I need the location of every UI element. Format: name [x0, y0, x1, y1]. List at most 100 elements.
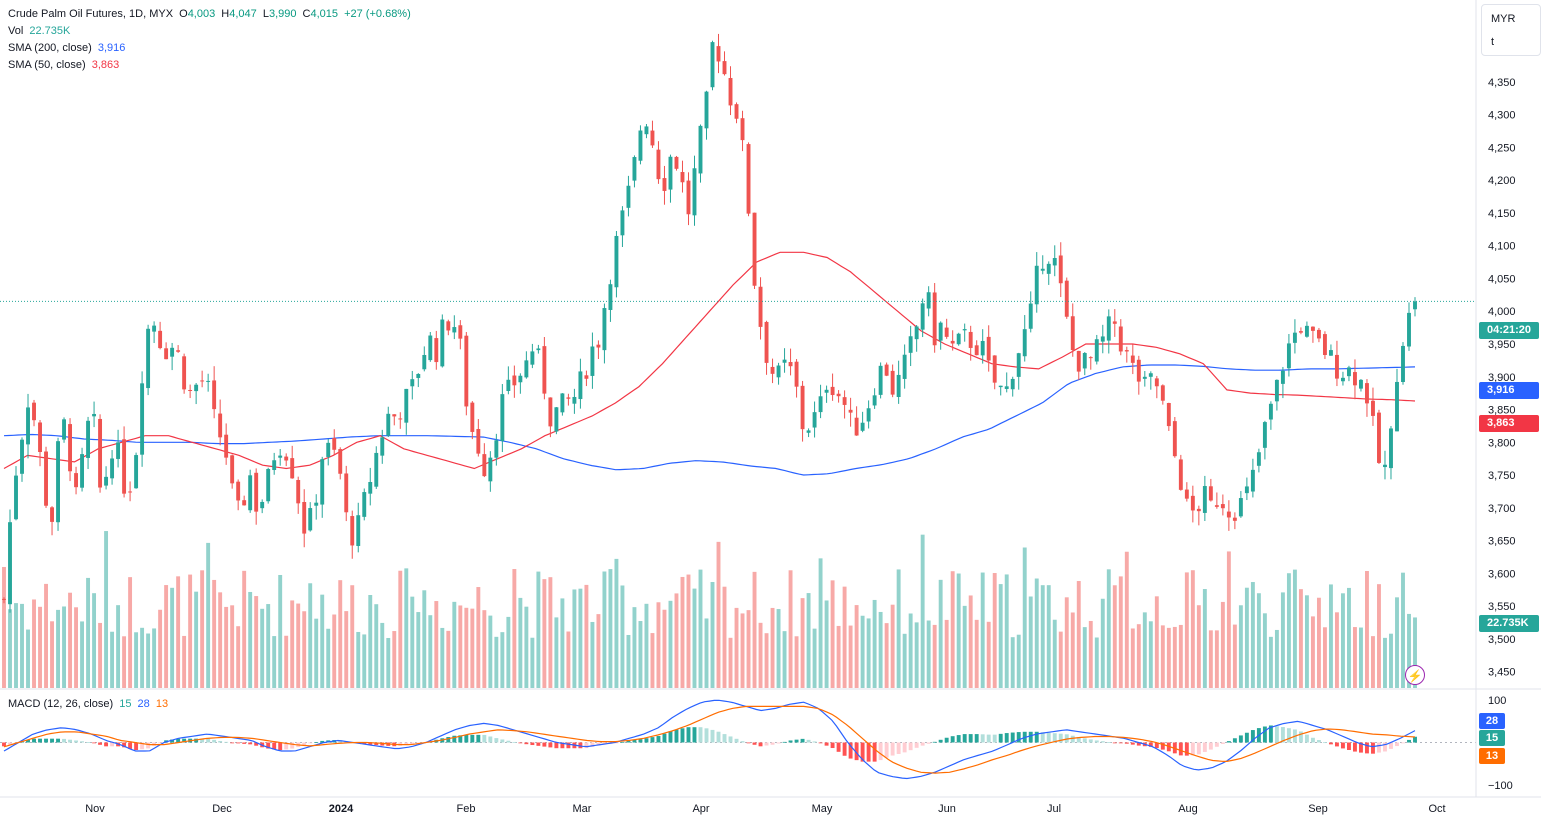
- macd-histogram-bar: [902, 742, 907, 753]
- volume-bar: [596, 614, 601, 688]
- currency-unit-button[interactable]: MYR t: [1481, 4, 1541, 56]
- volume-bar: [1389, 633, 1393, 688]
- candle-body: [218, 413, 223, 438]
- candle-body: [1334, 354, 1339, 379]
- macd-histogram-bar: [1124, 742, 1129, 744]
- volume-bar: [1310, 616, 1315, 688]
- volume-bar: [1365, 571, 1369, 688]
- volume-bar: [1142, 612, 1147, 688]
- macd-histogram-bar: [362, 742, 367, 744]
- macd-histogram-bar: [560, 742, 565, 749]
- macd-histogram-bar: [134, 742, 139, 750]
- candle-body: [1136, 359, 1141, 382]
- candle-body: [374, 452, 379, 487]
- volume-bar: [452, 601, 457, 688]
- macd-histogram-bar: [842, 742, 847, 756]
- candle-body: [1088, 357, 1093, 359]
- macd-histogram-bar: [1160, 742, 1165, 750]
- macd-histogram-bar: [56, 738, 60, 743]
- volume-bar: [878, 611, 883, 688]
- candle-body: [614, 235, 619, 288]
- macd-histogram-bar: [1070, 735, 1075, 743]
- candle-body: [1353, 372, 1357, 386]
- volume-bar: [170, 587, 175, 688]
- candle-body: [1268, 403, 1273, 420]
- macd-histogram-bar: [740, 741, 745, 743]
- candle-body: [230, 455, 235, 484]
- candle-body: [1401, 345, 1405, 383]
- legend-sma50-row: SMA (50, close) 3,863: [8, 57, 122, 73]
- low-value: 3,990: [268, 8, 297, 20]
- candle-body: [38, 422, 42, 453]
- volume-bar: [1184, 572, 1189, 688]
- volume-bar: [884, 623, 889, 688]
- candle-body: [338, 449, 343, 474]
- volume-bar: [560, 598, 565, 688]
- candle-body: [644, 126, 649, 135]
- volume-bar: [482, 610, 487, 688]
- time-tick-label: 2024: [329, 803, 354, 815]
- macd-histogram-bar: [656, 736, 661, 743]
- macd-histogram-bar: [710, 729, 715, 743]
- volume-bar: [608, 569, 613, 688]
- unit-label: t: [1491, 36, 1495, 48]
- candle-body: [626, 185, 631, 208]
- candle-body: [1112, 321, 1117, 324]
- volume-bar: [122, 636, 127, 688]
- candle-body: [800, 385, 805, 430]
- volume-bar: [1064, 597, 1069, 688]
- macd-histogram-bar: [506, 740, 511, 743]
- volume-bar: [86, 577, 91, 688]
- sma50-label: SMA (50, close): [8, 59, 86, 71]
- macd-tick-label: 100: [1488, 695, 1506, 707]
- macd-histogram-bar: [536, 742, 541, 746]
- volume-bar: [368, 595, 373, 688]
- volume-bar: [986, 621, 991, 688]
- price-tick-label: 3,750: [1488, 470, 1516, 482]
- macd-histogram-bar: [1220, 742, 1225, 744]
- volume-bar: [1407, 613, 1411, 688]
- candle-body: [320, 459, 325, 505]
- volume-bar: [842, 586, 847, 688]
- candle-body: [350, 516, 355, 546]
- macd-histogram-bar: [866, 742, 871, 762]
- macd-histogram-bar: [806, 739, 811, 743]
- macd-histogram-bar: [1340, 742, 1345, 749]
- macd-histogram-bar: [224, 741, 229, 743]
- candle-body: [1046, 263, 1051, 274]
- price-tick-label: 4,100: [1488, 241, 1516, 253]
- candle-body: [602, 308, 607, 351]
- volume-bar: [1202, 589, 1207, 688]
- macd-histogram-bar: [44, 738, 48, 743]
- volume-bar: [590, 621, 595, 688]
- macd-histogram-bar: [530, 742, 535, 746]
- macd-histogram-bar: [548, 742, 553, 748]
- candle-body: [200, 380, 205, 382]
- volume-bar: [242, 570, 247, 688]
- volume-bar: [530, 637, 535, 688]
- volume-bar: [1070, 612, 1075, 688]
- macd-histogram-bar: [1232, 738, 1237, 743]
- candle-body: [356, 515, 361, 546]
- candle-body: [932, 292, 937, 346]
- candle-body: [1316, 329, 1321, 339]
- macd-histogram-bar: [410, 742, 415, 745]
- volume-bar: [1160, 625, 1165, 688]
- candle-body: [938, 322, 943, 341]
- volume-bar: [284, 635, 289, 688]
- macd-histogram-bar: [452, 735, 457, 743]
- candle-body: [1226, 511, 1231, 518]
- volume-bar: [1028, 596, 1033, 688]
- volume-bar: [908, 613, 913, 688]
- macd-histogram-bar: [1040, 732, 1045, 743]
- candle-body: [1208, 486, 1213, 501]
- volume-bar: [566, 631, 571, 688]
- macd-histogram-bar: [884, 742, 889, 758]
- volume-bar: [1340, 593, 1345, 688]
- volume-bar: [704, 618, 709, 688]
- volume-bar: [338, 580, 343, 688]
- macd-histogram-bar: [1316, 740, 1321, 743]
- lightning-icon[interactable]: ⚡: [1405, 665, 1425, 685]
